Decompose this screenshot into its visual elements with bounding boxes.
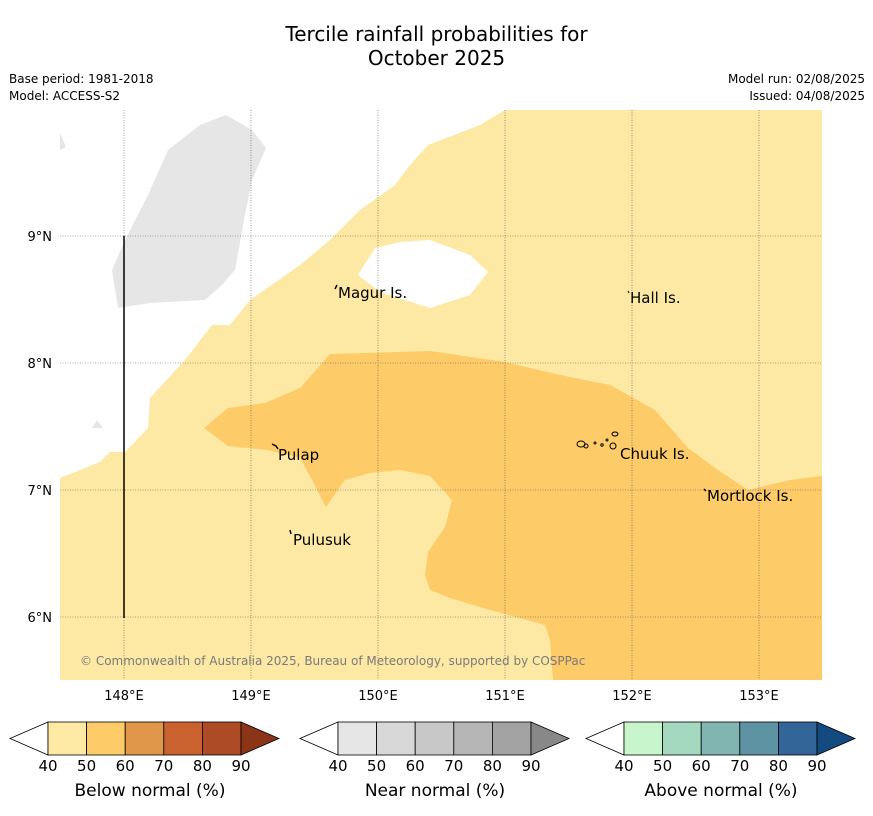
colorbar-tick-label: 80	[769, 757, 788, 775]
colorbar-tick-label: 60	[116, 757, 135, 775]
colorbar-segment	[491, 721, 532, 756]
colorbar-segment	[163, 721, 203, 756]
latitude-labels: 9°N 8°N 7°N 6°N	[28, 230, 53, 626]
colorbar-segment	[453, 721, 493, 756]
region-near-fragment	[92, 420, 103, 428]
island-mortlock	[703, 488, 707, 492]
model-name: Model: ACCESS-S2	[9, 89, 121, 103]
colorbar-segment	[86, 721, 126, 756]
colorbars: 40 50 60 70 80 90 40 50 60 70 80 90 40 50 60 70 80 90	[8, 721, 857, 775]
island-chuuk	[576, 431, 619, 450]
colorbar-tick-label: 70	[730, 757, 749, 775]
colorbar-segment	[337, 721, 377, 756]
region-no-data-island	[358, 240, 488, 308]
colorbar-tick-label: 90	[807, 757, 826, 775]
colorbar-tick-label: 60	[406, 757, 425, 775]
base-period: Base period: 1981-2018	[9, 72, 154, 86]
colorbar-segment	[778, 721, 818, 756]
place-magur: Magur Is.	[338, 284, 407, 302]
colorbar-extend-low	[298, 721, 339, 756]
colorbar-segment	[700, 721, 741, 756]
colorbar-tick-label: 70	[154, 757, 173, 775]
colorbar-extend-low	[584, 721, 625, 756]
colorbar-tick-label: 50	[653, 757, 672, 775]
colorbar-extend-low	[8, 721, 49, 756]
issued-date: Issued: 04/08/2025	[749, 89, 865, 103]
lon-label: 151°E	[485, 689, 525, 704]
island-pulusuk	[289, 529, 292, 535]
colorbar-near: 40 50 60 70 80 90	[298, 721, 571, 775]
island-pulap	[271, 443, 279, 450]
colorbar-tick-label: 40	[38, 757, 57, 775]
island-hall	[627, 290, 630, 294]
model-run: Model run: 02/08/2025	[727, 72, 865, 86]
colorbar-segment	[47, 721, 87, 756]
colorbar-tick-label: 40	[614, 757, 633, 775]
copyright-notice: © Commonwealth of Australia 2025, Bureau…	[80, 654, 585, 668]
title-line-1: Tercile rainfall probabilities for	[285, 22, 588, 46]
longitude-labels: 148°E 149°E 150°E 151°E 152°E 153°E	[104, 689, 779, 704]
colorbar-title-above: Above normal (%)	[644, 781, 798, 801]
lat-label: 9°N	[28, 230, 53, 245]
colorbar-extend-high	[530, 721, 571, 756]
colorbar-extend-high	[816, 721, 857, 756]
colorbar-segment	[201, 721, 242, 756]
colorbar-segment	[124, 721, 165, 756]
region-near-fragment	[60, 133, 66, 150]
meta-left: Base period: 1981-2018 Model: ACCESS-S2	[9, 71, 154, 105]
colorbar-segment	[623, 721, 663, 756]
colorbar-segment	[414, 721, 455, 756]
colorbar-segment	[376, 721, 416, 756]
colorbar-tick-label: 90	[521, 757, 540, 775]
colorbar-tick-label: 80	[483, 757, 502, 775]
colorbar-segment	[739, 721, 779, 756]
lon-label: 153°E	[739, 689, 779, 704]
region-below-50-60	[204, 351, 822, 680]
colorbar-below: 40 50 60 70 80 90	[8, 721, 281, 775]
colorbar-tick-label: 90	[231, 757, 250, 775]
lon-label: 152°E	[612, 689, 652, 704]
place-chuuk: Chuuk Is.	[620, 445, 689, 463]
lat-label: 8°N	[28, 357, 53, 372]
lat-label: 6°N	[28, 611, 53, 626]
meta-right: Model run: 02/08/2025 Issued: 04/08/2025	[728, 71, 865, 105]
region-near-40-50	[112, 115, 266, 308]
place-pulusuk: Pulusuk	[293, 531, 351, 549]
lat-label: 7°N	[28, 484, 53, 499]
colorbar-above: 40 50 60 70 80 90	[584, 721, 857, 775]
colorbar-title-near: Near normal (%)	[364, 781, 506, 801]
title-line-2: October 2025	[367, 46, 506, 70]
place-hall: Hall Is.	[630, 289, 681, 307]
colorbar-tick-label: 70	[444, 757, 463, 775]
colorbar-tick-label: 40	[328, 757, 347, 775]
colorbar-tick-label: 60	[692, 757, 711, 775]
colorbar-extend-high	[240, 721, 281, 756]
lon-label: 148°E	[104, 689, 144, 704]
place-mortlock: Mortlock Is.	[707, 487, 793, 505]
place-pulap: Pulap	[278, 446, 319, 464]
colorbar-tick-label: 50	[77, 757, 96, 775]
lon-label: 149°E	[231, 689, 271, 704]
chart-title: Tercile rainfall probabilities for Octob…	[0, 22, 873, 70]
place-labels: Magur Is. Hall Is. Pulap Chuuk Is. Mortl…	[278, 284, 793, 549]
island-markers	[271, 284, 707, 535]
lon-label: 150°E	[358, 689, 398, 704]
colorbar-tick-label: 80	[193, 757, 212, 775]
colorbar-segment	[662, 721, 702, 756]
colorbar-title-below: Below normal (%)	[74, 781, 226, 801]
colorbar-tick-label: 50	[367, 757, 386, 775]
island-magur	[334, 284, 338, 290]
